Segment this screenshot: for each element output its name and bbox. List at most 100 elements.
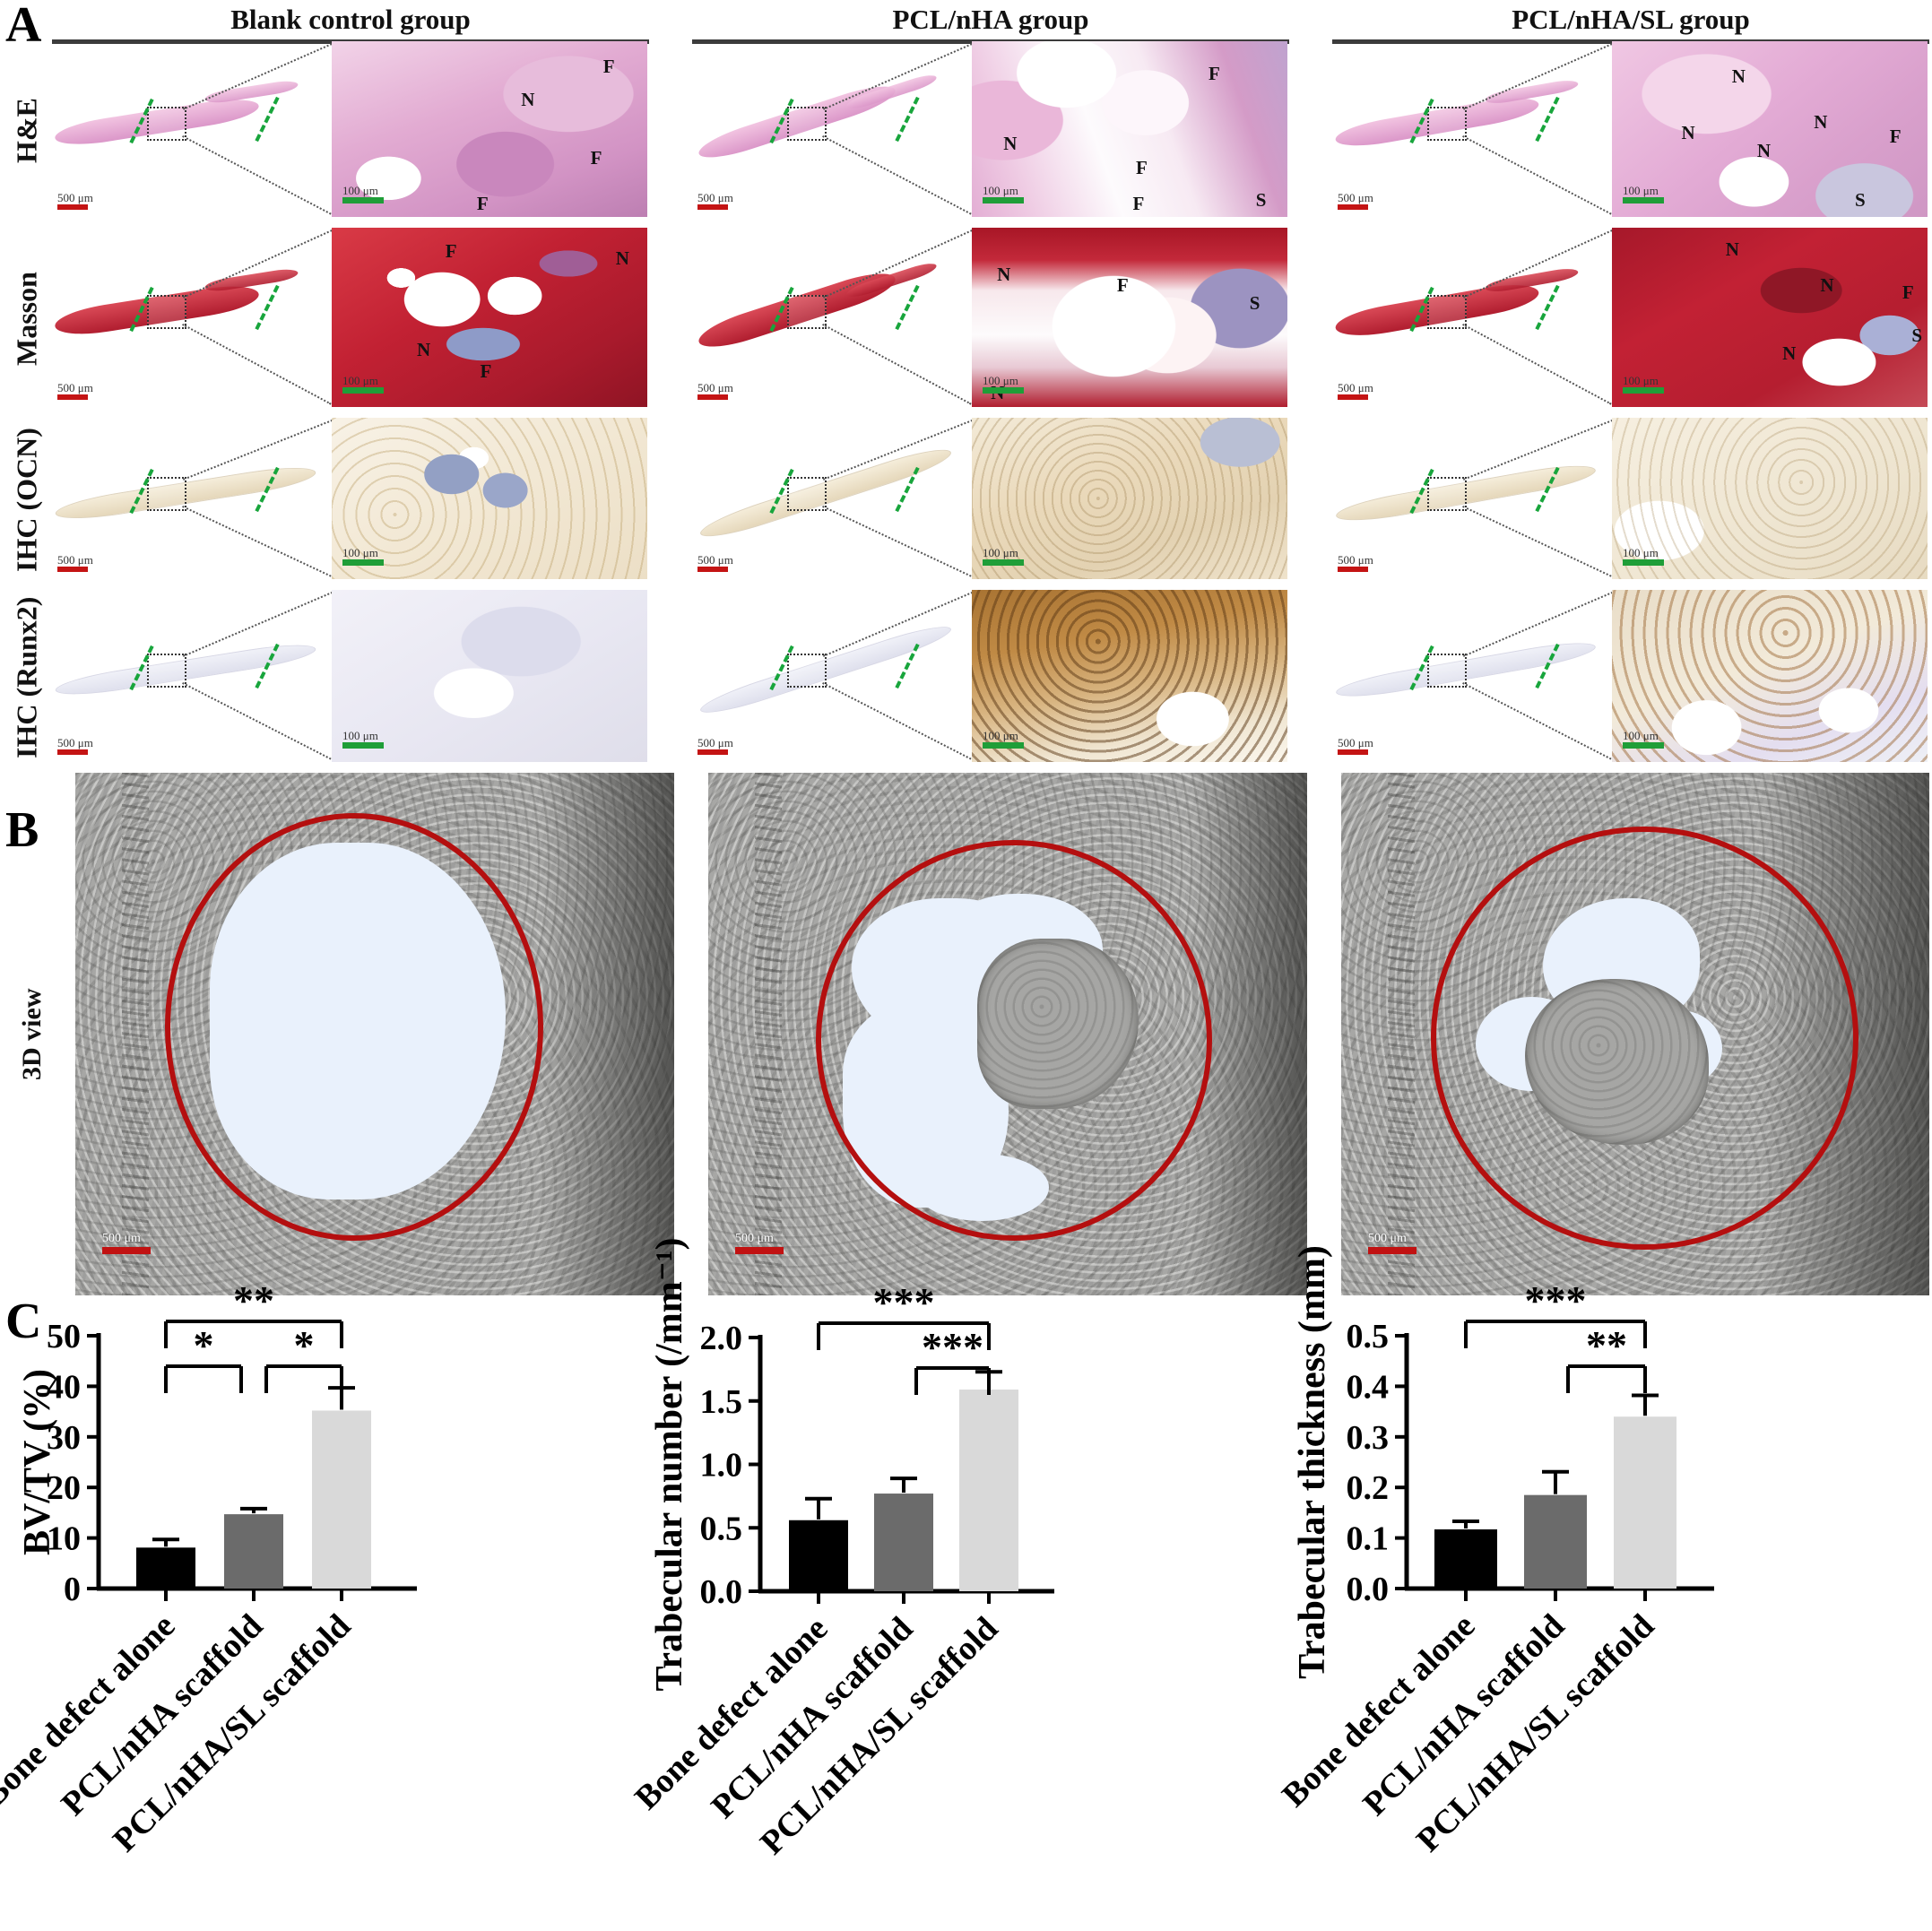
- annotation-letter: N: [615, 247, 629, 269]
- row-label-masson: Masson: [10, 272, 43, 367]
- scalebar-label: 500 μm: [1338, 191, 1373, 204]
- significance-label: **: [1586, 1322, 1627, 1368]
- scalebar-500um: 500 μm: [1368, 1232, 1417, 1254]
- annotation-letter: F: [1902, 281, 1914, 303]
- zoom-inset: 100 μm: [972, 418, 1287, 579]
- low-mag-image: 500 μm: [1332, 588, 1601, 767]
- low-mag-image: 500 μm: [52, 39, 321, 222]
- annotation-letter: N: [1782, 342, 1797, 364]
- scalebar-bar: [983, 197, 1024, 204]
- scalebar-bar: [1338, 204, 1368, 211]
- annotation-letter: S: [1249, 292, 1261, 314]
- annotation-letter: N: [1003, 132, 1018, 154]
- scalebar-100um: 100 μm: [983, 729, 1024, 749]
- roi-box: [1427, 107, 1467, 141]
- histology-cell: 500 μm 100 μm: [52, 416, 649, 584]
- low-mag-image: 500 μm: [692, 39, 961, 222]
- low-mag-image: 500 μm: [1332, 39, 1601, 222]
- scalebar-bar: [1338, 394, 1368, 401]
- scalebar-100um: 100 μm: [1623, 184, 1664, 204]
- scalebar-label: 100 μm: [1623, 184, 1659, 197]
- scalebar-bar: [1338, 749, 1368, 756]
- low-mag-image: 500 μm: [692, 416, 961, 584]
- histology-cell: 500 μm N N F S N 100 μm: [1332, 226, 1929, 412]
- group-header-pcl-nha-sl: PCL/nHA/SL group: [1332, 4, 1929, 44]
- y-tick-label: 0.1: [1347, 1520, 1390, 1558]
- cut-mark: [1535, 96, 1560, 143]
- scalebar-bar: [1623, 742, 1664, 749]
- cut-mark: [255, 96, 280, 143]
- scalebar-label: 100 μm: [983, 184, 1018, 197]
- y-tick-label: 2.0: [700, 1320, 743, 1357]
- annotation-letter: F: [1209, 62, 1220, 84]
- scalebar-label: 500 μm: [697, 736, 733, 749]
- row-label-3d-view: 3D view: [17, 988, 47, 1080]
- scalebar-500um: 500 μm: [1338, 553, 1373, 573]
- microct-image-pcl-nha: 500 μm: [708, 773, 1307, 1295]
- roi-box: [1427, 654, 1467, 688]
- scalebar-bar: [1623, 197, 1664, 204]
- bar: [136, 1547, 195, 1589]
- scalebar-500um: 500 μm: [697, 381, 733, 401]
- zoom-inset: F N N F 100 μm: [332, 228, 647, 407]
- scalebar-100um: 100 μm: [983, 184, 1024, 204]
- significance-label: *: [194, 1322, 214, 1368]
- scalebar-100um: 100 μm: [342, 374, 384, 394]
- annotation-letter: N: [1820, 274, 1834, 296]
- annotation-letter: N: [521, 88, 535, 110]
- annotation-letter: N: [417, 339, 431, 360]
- scalebar-bar: [697, 567, 728, 573]
- scalebar-100um: 100 μm: [983, 546, 1024, 567]
- annotation-letter: N: [1756, 139, 1772, 161]
- group-title: Blank control group: [230, 4, 471, 35]
- y-axis-title: Trabecular number (/mm⁻¹): [649, 1237, 690, 1691]
- scalebar-label: 100 μm: [983, 374, 1018, 387]
- scalebar-label: 500 μm: [57, 736, 93, 749]
- y-tick-label: 0.5: [700, 1510, 743, 1547]
- y-tick-label: 0.0: [700, 1573, 743, 1611]
- scalebar-label: 100 μm: [342, 546, 378, 559]
- scalebar-label: 500 μm: [697, 553, 733, 567]
- scalebar-bar: [983, 742, 1024, 749]
- roi-box: [1427, 477, 1467, 511]
- low-mag-image: 500 μm: [1332, 416, 1601, 584]
- histology-cell: 500 μm F N F F S 100 μm: [692, 39, 1289, 222]
- low-mag-image: 500 μm: [52, 416, 321, 584]
- roi-box: [787, 295, 827, 329]
- bar: [312, 1410, 371, 1589]
- y-tick-label: 0: [64, 1571, 81, 1608]
- scalebar-500um: 500 μm: [697, 736, 733, 756]
- annotation-letter: S: [1255, 188, 1267, 211]
- scalebar-bar: [342, 559, 384, 567]
- annotation-letter: S: [1855, 188, 1866, 211]
- histology-cell: 500 μm 100 μm: [692, 416, 1289, 584]
- significance-label: ***: [1525, 1277, 1587, 1323]
- scalebar-bar: [983, 387, 1024, 394]
- zoom-inset: N N F S N 100 μm: [1612, 228, 1928, 407]
- scalebar-bar: [342, 197, 384, 204]
- cut-mark: [1535, 284, 1560, 331]
- significance-label: *: [294, 1322, 315, 1368]
- scalebar-bar: [1623, 559, 1664, 567]
- y-tick-label: 0.2: [1347, 1469, 1390, 1507]
- scalebar-label: 500 μm: [1338, 553, 1373, 567]
- row-label-ihc-ocn: IHC (OCN): [10, 428, 43, 573]
- scalebar-100um: 100 μm: [1623, 374, 1664, 394]
- scalebar-100um: 100 μm: [1623, 546, 1664, 567]
- scalebar-label: 100 μm: [1623, 374, 1659, 387]
- zoom-inset: N N N N F S 100 μm: [1612, 41, 1928, 217]
- annotation-letter: N: [997, 264, 1011, 285]
- zoom-inset: F N F F 100 μm: [332, 41, 647, 217]
- scalebar-100um: 100 μm: [342, 184, 384, 204]
- group-title: PCL/nHA/SL group: [1512, 4, 1750, 35]
- histology-cell: 500 μm N N N N F S 100 μm: [1332, 39, 1929, 222]
- zoom-inset: 100 μm: [1612, 590, 1928, 762]
- zoom-inset: 100 μm: [332, 590, 647, 762]
- y-tick-label: 0.3: [1347, 1419, 1390, 1457]
- scalebar-label: 100 μm: [342, 374, 378, 387]
- zoom-inset: 100 μm: [1612, 418, 1928, 579]
